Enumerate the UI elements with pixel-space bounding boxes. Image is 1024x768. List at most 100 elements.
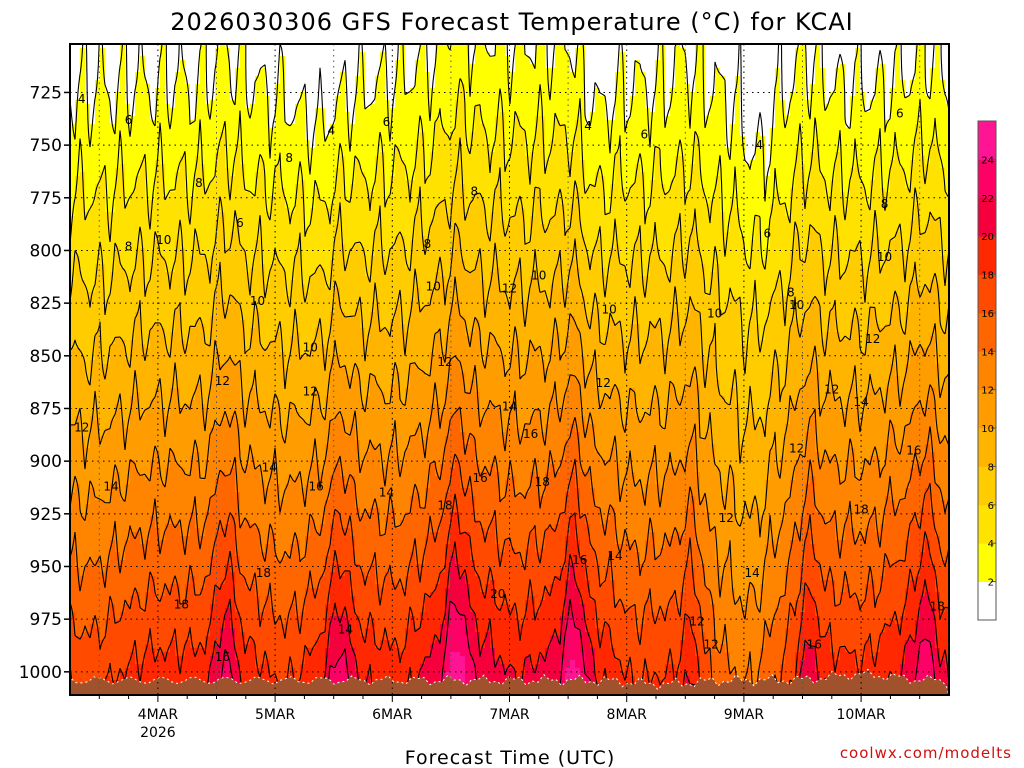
temperature-cell — [505, 364, 511, 369]
temperature-cell — [325, 204, 331, 209]
temperature-cell — [690, 376, 696, 381]
temperature-cell — [620, 248, 636, 253]
temperature-cell — [770, 396, 801, 401]
temperature-cell — [940, 316, 946, 321]
temperature-cell — [130, 476, 146, 481]
temperature-cell — [115, 268, 126, 273]
temperature-cell — [185, 252, 196, 257]
temperature-cell — [660, 416, 666, 421]
temperature-cell — [450, 328, 466, 333]
temperature-cell — [80, 424, 91, 429]
temperature-cell — [300, 252, 336, 257]
temperature-cell — [815, 440, 891, 445]
temperature-cell — [325, 276, 331, 281]
temperature-cell — [115, 104, 131, 109]
temperature-cell — [685, 180, 691, 185]
temperature-cell — [495, 52, 506, 57]
temperature-cell — [730, 224, 741, 229]
temperature-cell — [240, 144, 311, 149]
temperature-cell — [260, 240, 336, 245]
temperature-cell — [580, 224, 726, 229]
temperature-cell — [110, 292, 216, 297]
temperature-cell — [415, 220, 421, 225]
temperature-cell — [135, 84, 151, 89]
temperature-cell — [890, 364, 896, 369]
temperature-cell — [930, 448, 949, 453]
temperature-cell — [325, 468, 336, 473]
temperature-cell — [265, 84, 276, 89]
temperature-cell — [935, 468, 949, 473]
temperature-cell — [395, 172, 406, 177]
temperature-cell — [790, 276, 949, 281]
temperature-cell — [645, 176, 656, 181]
temperature-cell — [860, 348, 866, 353]
temperature-cell — [85, 356, 96, 361]
temperature-cell — [905, 312, 941, 317]
temperature-cell — [135, 268, 146, 273]
temperature-cell — [365, 96, 376, 101]
temperature-cell — [175, 72, 186, 77]
temperature-cell — [850, 112, 886, 117]
temperature-cell — [625, 100, 631, 105]
temperature-cell — [85, 200, 96, 205]
temperature-cell — [80, 72, 86, 77]
temperature-cell — [110, 352, 126, 357]
temperature-cell — [330, 436, 356, 441]
temperature-cell — [775, 80, 781, 85]
temperature-cell — [200, 244, 216, 249]
temperature-cell — [890, 380, 901, 385]
temperature-cell — [575, 132, 581, 137]
temperature-cell — [525, 44, 536, 49]
temperature-cell — [605, 200, 611, 205]
temperature-cell — [330, 344, 436, 349]
temperature-cell — [245, 328, 251, 333]
temperature-cell — [265, 264, 271, 269]
temperature-cell — [905, 88, 911, 93]
temperature-cell — [190, 400, 201, 405]
temperature-cell — [780, 200, 791, 205]
temperature-cell — [415, 428, 421, 433]
temperature-cell — [125, 68, 141, 73]
temperature-cell — [575, 68, 586, 73]
temperature-cell — [140, 408, 146, 413]
temperature-cell — [520, 280, 531, 285]
temperature-cell — [690, 252, 701, 257]
temperature-cell — [860, 244, 871, 249]
temperature-cell — [540, 216, 551, 221]
temperature-cell — [560, 276, 571, 281]
temperature-cell — [700, 408, 741, 413]
temperature-cell — [110, 104, 116, 109]
temperature-cell — [550, 400, 556, 405]
temperature-cell — [900, 376, 906, 381]
temperature-cell — [535, 116, 546, 121]
temperature-cell — [855, 88, 861, 93]
temperature-cell — [580, 128, 726, 133]
temperature-cell — [450, 200, 466, 205]
temperature-cell — [390, 260, 406, 265]
temperature-cell — [865, 336, 931, 341]
temperature-cell — [160, 64, 166, 69]
temperature-cell — [675, 172, 686, 177]
temperature-cell — [205, 172, 216, 177]
temperature-cell — [440, 464, 456, 469]
temperature-cell — [280, 344, 291, 349]
temperature-cell — [155, 112, 191, 117]
temperature-cell — [330, 428, 346, 433]
temperature-cell — [900, 72, 916, 77]
temperature-cell — [215, 160, 226, 165]
temperature-cell — [705, 272, 711, 277]
temperature-cell — [205, 468, 231, 473]
temperature-cell — [325, 396, 361, 401]
temperature-cell — [155, 160, 161, 165]
temperature-cell — [90, 360, 101, 365]
temperature-cell — [910, 296, 941, 301]
temperature-cell — [555, 132, 566, 137]
temperature-cell — [880, 324, 886, 329]
temperature-cell — [115, 200, 126, 205]
temperature-cell — [740, 208, 771, 213]
temperature-cell — [425, 52, 436, 57]
temperature-cell — [935, 460, 949, 465]
temperature-cell — [475, 448, 566, 453]
temperature-cell — [685, 168, 691, 173]
temperature-cell — [95, 356, 101, 361]
